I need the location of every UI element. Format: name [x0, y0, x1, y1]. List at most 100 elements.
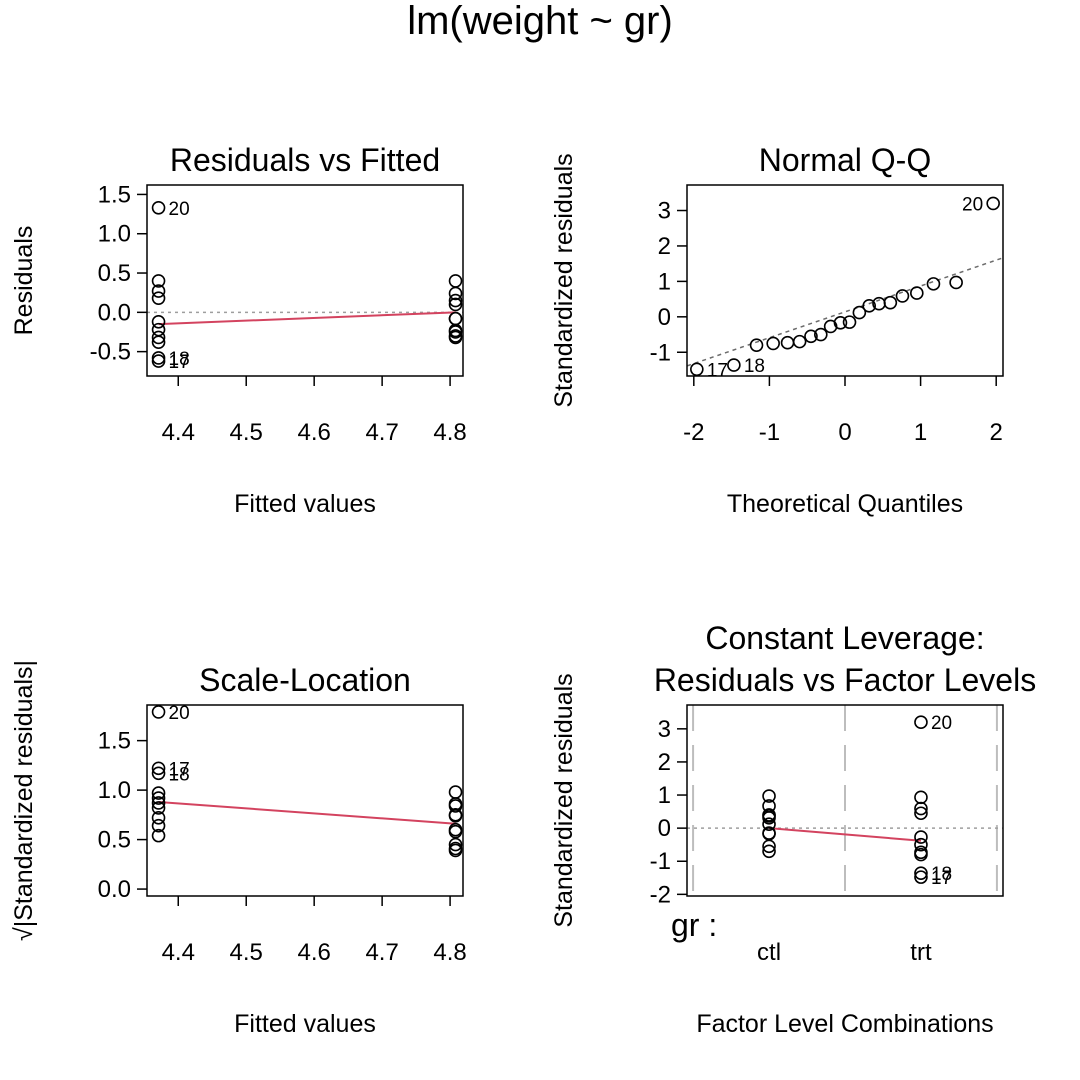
scale-location-panel: Scale-Location Fitted values √|Standardize…	[10, 660, 467, 1038]
panel-title-line: Constant Leverage:	[705, 620, 984, 656]
point-id-label: 20	[169, 703, 190, 724]
data-point	[862, 299, 876, 313]
point-id-label: 18	[931, 864, 952, 885]
data-point	[914, 790, 928, 805]
data-point	[914, 715, 928, 730]
data-point	[833, 316, 848, 330]
y-tick-label: -0.5	[90, 339, 131, 366]
y-tick-label: 1.0	[98, 777, 131, 804]
x-tick-label: 4.6	[297, 419, 330, 446]
data-point	[448, 843, 463, 858]
y-axis-label: √|Standardized residuals|	[10, 660, 38, 941]
y-tick-label: 0	[658, 815, 671, 842]
constant-leverage-panel: Constant Leverage: Residuals vs Factor Le…	[550, 620, 1036, 1038]
data-point	[151, 284, 166, 298]
data-point	[151, 761, 166, 776]
point-id-label: 18	[169, 349, 190, 370]
y-tick-label: -2	[650, 881, 671, 908]
x-tick-label: 1	[914, 419, 927, 446]
panel-title: Scale-Location	[199, 662, 411, 698]
point-id-label: 17	[931, 868, 952, 889]
data-point	[727, 358, 741, 372]
x-tick-label: 4.8	[433, 419, 466, 446]
data-point	[926, 277, 941, 291]
data-point	[151, 818, 166, 833]
data-point	[914, 847, 928, 862]
data-point	[448, 785, 463, 799]
panel-title: Normal Q-Q	[759, 142, 931, 178]
data-point	[151, 828, 166, 843]
smoother-line	[158, 800, 456, 825]
plot-frame	[686, 704, 1004, 897]
y-axis-label: Residuals	[10, 226, 38, 336]
data-point	[766, 336, 780, 351]
plot-frame	[686, 184, 1004, 377]
data-point	[949, 275, 963, 290]
y-tick-label: 3	[658, 198, 671, 225]
y-axis-label: Standardized residuals	[550, 673, 578, 927]
data-point	[151, 291, 166, 305]
data-point	[690, 362, 704, 377]
data-point	[151, 796, 166, 810]
data-point	[883, 295, 898, 310]
x-tick-label: 4.4	[162, 939, 195, 966]
y-tick-label: 1.5	[98, 728, 131, 755]
data-point	[814, 327, 828, 342]
point-id-label: 18	[169, 764, 190, 785]
x-tick-label: -1	[759, 419, 780, 446]
x-axis-label: Fitted values	[234, 490, 376, 518]
x-tick-label: 4.8	[433, 939, 466, 966]
data-point	[852, 305, 867, 320]
smoother-line	[768, 827, 922, 842]
plot-frame	[146, 184, 464, 377]
data-point	[151, 811, 166, 825]
x-tick-label: 4.7	[365, 419, 398, 446]
data-point	[448, 837, 463, 852]
factor-level-label: ctl	[757, 939, 781, 966]
point-id-label: 17	[169, 759, 190, 780]
qq-reference-line	[687, 257, 1003, 367]
data-point	[448, 311, 463, 326]
data-point	[151, 354, 166, 368]
data-point	[914, 870, 928, 884]
normal-qq-panel: Normal Q-Q Theoretical Quantiles Standardi…	[550, 142, 1004, 518]
x-axis-label: Theoretical Quantiles	[727, 490, 963, 518]
data-point	[762, 817, 776, 831]
data-point	[762, 844, 776, 859]
data-point	[762, 811, 776, 825]
x-tick-label: 4.5	[230, 939, 263, 966]
data-point	[749, 338, 764, 352]
page-title: lm(weight ~ gr)	[407, 0, 673, 43]
y-tick-label: 2	[658, 749, 671, 776]
data-point	[780, 335, 795, 350]
y-tick-label: 0.0	[98, 876, 131, 903]
data-point	[762, 839, 776, 854]
data-point	[151, 330, 166, 345]
x-tick-label: -2	[683, 419, 704, 446]
y-tick-label: 3	[658, 716, 671, 743]
data-point	[151, 801, 166, 815]
y-tick-label: 0.5	[98, 827, 131, 854]
data-point	[914, 830, 928, 844]
data-point	[151, 274, 166, 288]
point-id-label: 18	[744, 356, 765, 377]
y-tick-label: 1	[658, 782, 671, 809]
x-tick-label: 4.4	[162, 419, 195, 446]
data-point	[151, 314, 166, 329]
y-tick-label: 0	[658, 304, 671, 331]
data-point	[792, 334, 807, 349]
data-point	[910, 286, 924, 300]
x-tick-label: 4.6	[297, 939, 330, 966]
data-point	[762, 789, 776, 803]
factor-level-label: trt	[910, 939, 932, 966]
data-point	[151, 786, 166, 800]
data-point	[914, 806, 928, 821]
y-tick-label: 0.5	[98, 260, 131, 287]
data-point	[448, 286, 463, 301]
x-tick-label: 4.7	[365, 939, 398, 966]
data-point	[804, 329, 818, 344]
data-point	[151, 766, 166, 781]
panel-title: Residuals vs Fitted	[170, 142, 440, 178]
data-point	[986, 196, 1000, 211]
